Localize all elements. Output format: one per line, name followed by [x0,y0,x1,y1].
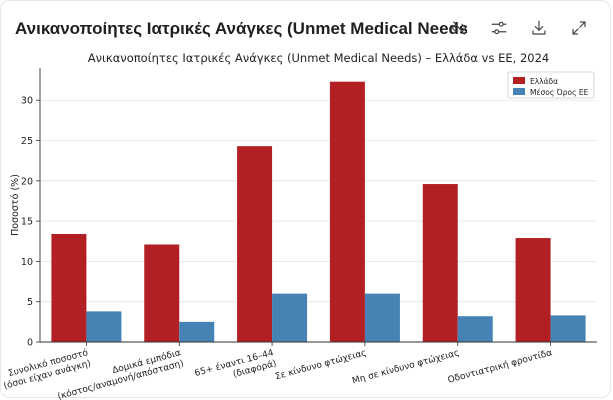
legend-swatch [513,77,525,84]
code-off-icon [451,21,467,35]
bar-greece [422,184,458,342]
legend-swatch [513,88,525,95]
bar-greece [51,234,87,342]
bar-eu [179,321,215,342]
x-tick-label-line: Οδοντιατρική φροντίδα [447,348,554,386]
bar-greece [237,146,273,342]
bar-eu [457,316,493,342]
bar-greece [144,244,180,342]
bar-eu [550,315,586,342]
card-header: Ανικανοποίητες Ιατρικές Ανάγκες (Unmet M… [15,15,596,43]
x-tick-label: Μη σε κίνδυνο φτώχειας [351,347,461,386]
y-tick-label: 25 [21,136,33,147]
y-tick-label: 0 [27,338,33,349]
x-tick-label: Συνολικό ποσοστό(όσοι είχαν ανάγκη) [0,347,93,392]
download-button[interactable] [528,17,550,39]
sliders-icon [491,21,507,35]
x-tick-label: Οδοντιατρική φροντίδα [447,348,554,386]
legend-box [507,71,595,99]
y-tick-label: 10 [21,257,33,268]
bar-greece [515,238,551,342]
legend-label: Ελλάδα [530,77,558,86]
y-tick-label: 15 [21,217,33,228]
hide-code-button[interactable] [448,17,470,39]
toolbar [448,17,590,39]
y-axis-label: Ποσοστό (%) [10,174,21,236]
download-icon [532,20,546,35]
y-tick-label: 30 [21,96,33,107]
expand-button[interactable] [568,17,590,39]
bar-eu [364,293,400,342]
card-title: Ανικανοποίητες Ιατρικές Ανάγκες (Unmet M… [15,19,467,38]
settings-button[interactable] [488,17,510,39]
bar-eu [272,293,308,342]
legend-label: Μέσος Όρος ΕΕ [530,88,589,97]
x-tick-label-line: Μη σε κίνδυνο φτώχειας [351,347,461,386]
bar-greece [329,81,365,342]
y-tick-label: 5 [27,297,33,308]
x-tick-label: 65+ έναντι 16–44(διαφορά) [193,347,278,389]
y-tick-label: 20 [21,176,33,187]
chart-title: Ανικανοποίητες Ιατρικές Ανάγκες (Unmet M… [88,51,549,65]
bar-eu [86,311,122,342]
expand-icon [572,21,586,35]
bar-chart: Ανικανοποίητες Ιατρικές Ανάγκες (Unmet M… [0,51,597,400]
